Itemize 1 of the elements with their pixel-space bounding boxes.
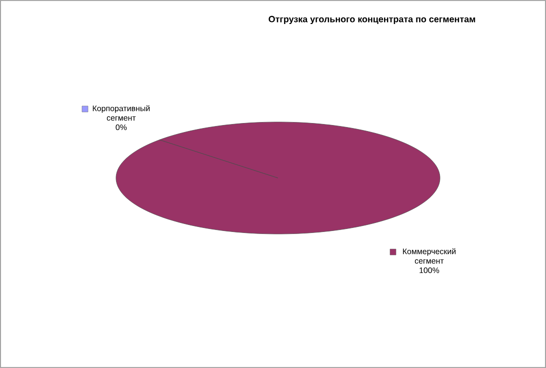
chart-title: Отгрузка угольного концентрата по сегментам bbox=[268, 16, 476, 24]
